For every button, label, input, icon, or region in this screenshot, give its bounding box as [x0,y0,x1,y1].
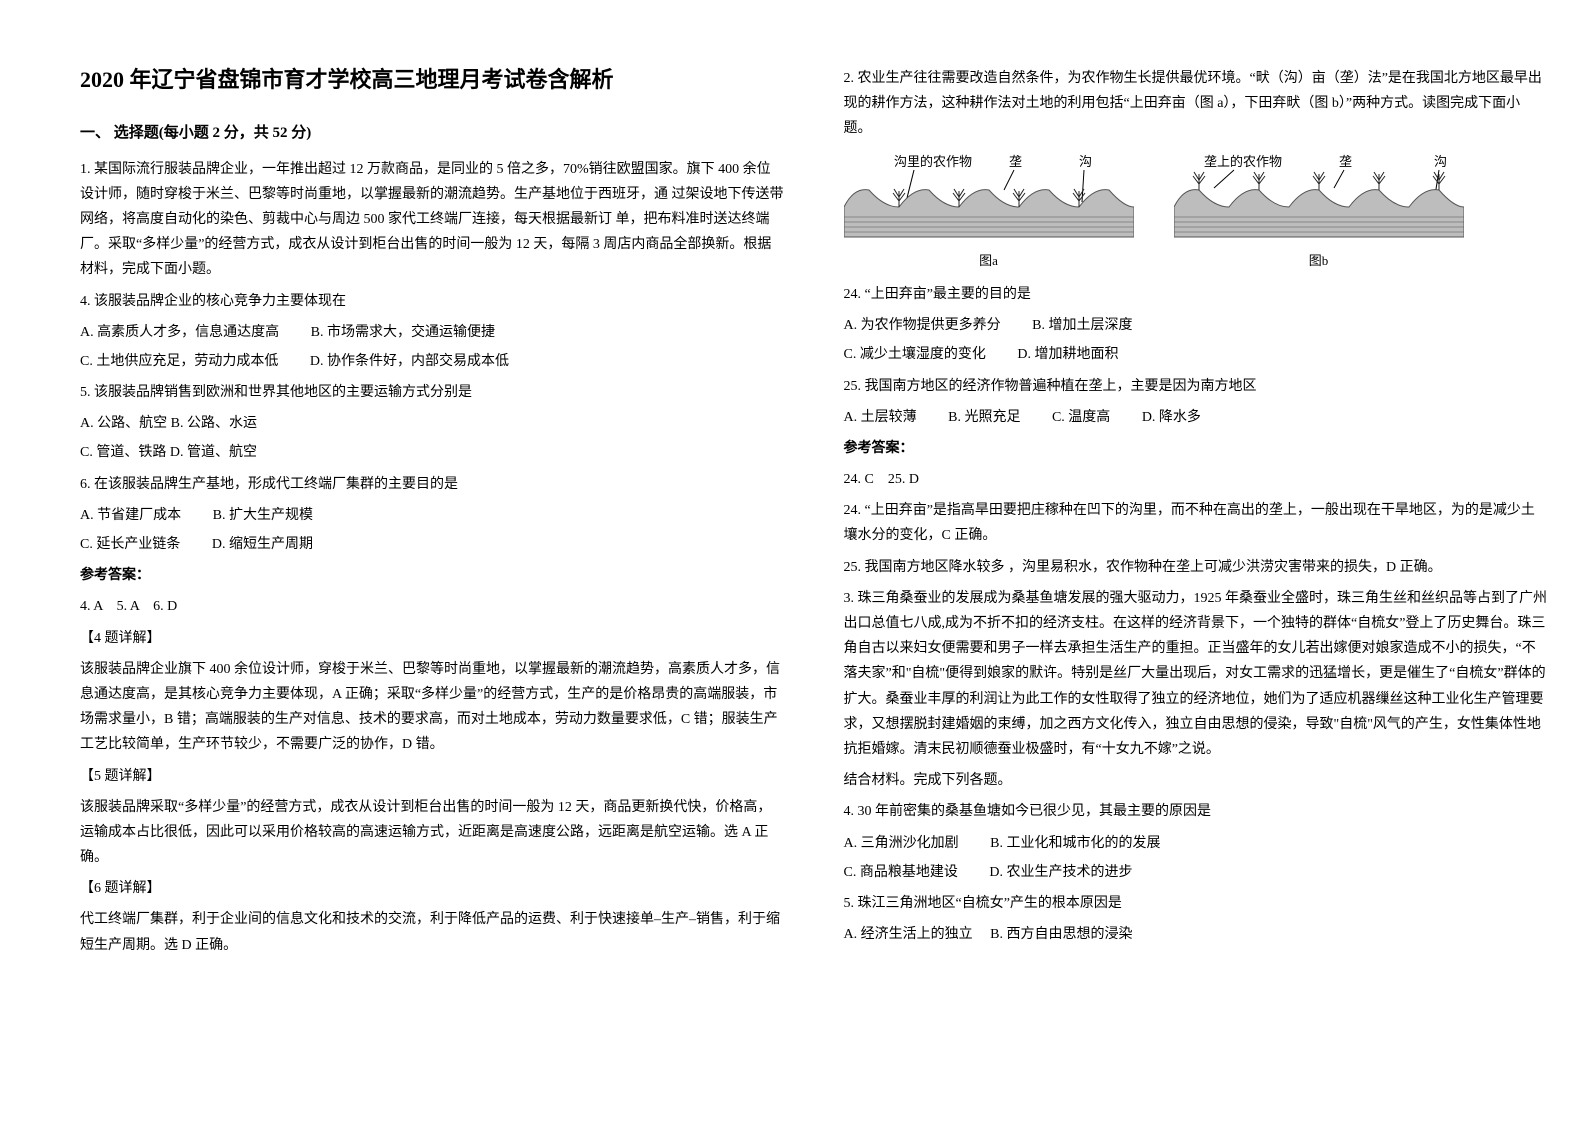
q5-options-row2: C. 管道、铁路 D. 管道、航空 [80,440,784,465]
detail25-text: 25. 我国南方地区降水较多 ，沟里易积水，农作物种在垄上可减少洪涝灾害带来的损… [844,555,1548,580]
q3-4-opt-b: B. 工业化和城市化的的发展 [990,836,1160,851]
q6-opt-a: A. 节省建厂成本 [80,508,181,523]
q24-options-row2: C. 减少土壤湿度的变化 D. 增加耕地面积 [844,342,1548,367]
q1-intro: 1. 某国际流行服装品牌企业，一年推出超过 12 万款商品，是同业的 5 倍之多… [80,157,784,283]
q4-opt-c: C. 土地供应充足，劳动力成本低 [80,354,278,369]
q5-options-row1: A. 公路、航空 B. 公路、水运 [80,411,784,436]
q2-intro: 2. 农业生产往往需要改造自然条件，为农作物生长提供最优环境。“畎（沟）亩（垄）… [844,66,1548,142]
q24-opt-c: C. 减少土壤湿度的变化 [844,347,986,362]
figure-b-caption: 图b [1174,249,1464,272]
answer-456: 4. A 5. A 6. D [80,594,784,619]
answer-heading-2: 参考答案： [844,436,1548,461]
q24-opt-a: A. 为农作物提供更多养分 [844,318,1001,333]
detail4-heading: 【4 题详解】 [80,626,784,651]
q6-options-row1: A. 节省建厂成本 B. 扩大生产规模 [80,503,784,528]
q4-options-row1: A. 高素质人才多，信息通达度高 B. 市场需求大，交通运输便捷 [80,320,784,345]
answer-heading-1: 参考答案： [80,563,784,588]
q3-4-options-row2: C. 商品粮基地建设 D. 农业生产技术的进步 [844,860,1548,885]
q3-4-stem: 4. 30 年前密集的桑基鱼塘如今已很少见，其最主要的原因是 [844,799,1548,824]
q4-opt-b: B. 市场需求大，交通运输便捷 [311,325,495,340]
q6-options-row2: C. 延长产业链条 D. 缩短生产周期 [80,532,784,557]
q3-intro: 3. 珠三角桑蚕业的发展成为桑基鱼塘发展的强大驱动力，1925 年桑蚕业全盛时，… [844,586,1548,762]
detail5-heading: 【5 题详解】 [80,764,784,789]
answer-2425: 24. C 25. D [844,467,1548,492]
q3-4-opt-d: D. 农业生产技术的进步 [989,865,1132,880]
q3-5-stem: 5. 珠江三角洲地区“自梳女”产生的根本原因是 [844,891,1548,916]
q24-stem: 24. “上田弃亩”最主要的目的是 [844,282,1548,307]
fig-b-label-longcrop: 垄上的农作物 [1204,154,1282,169]
figure-a-caption: 图a [844,249,1134,272]
q25-options: A. 土层较薄 B. 光照充足 C. 温度高 D. 降水多 [844,405,1548,430]
q24-opt-b: B. 增加土层深度 [1032,318,1132,333]
q3-prompt: 结合材料。完成下列各题。 [844,768,1548,793]
detail6-heading: 【6 题详解】 [80,876,784,901]
detail6-text: 代工终端厂集群，利于企业间的信息文化和技术的交流，利于降低产品的运费、利于快速接… [80,907,784,957]
figure-b-svg: 垄上的农作物 垄 沟 [1174,152,1464,247]
q3-5-opt-a: A. 经济生活上的独立 [844,927,973,942]
q25-opt-a: A. 土层较薄 [844,410,917,425]
q6-opt-d: D. 缩短生产周期 [212,537,313,552]
q4-options-row2: C. 土地供应充足，劳动力成本低 D. 协作条件好，内部交易成本低 [80,349,784,374]
q5-opt-b: B. 公路、水运 [171,416,257,431]
q25-opt-c: C. 温度高 [1052,410,1110,425]
fig-a-label-gou2: 沟 [1079,154,1092,169]
figure-a: 沟里的农作物 垄 沟 [844,152,1134,272]
detail4-text: 该服装品牌企业旗下 400 余位设计师，穿梭于米兰、巴黎等时尚重地，以掌握最新的… [80,657,784,758]
section-heading-1: 一、 选择题(每小题 2 分，共 52 分) [80,120,784,147]
q5-opt-d: D. 管道、航空 [170,445,257,460]
page-title: 2020 年辽宁省盘锦市育才学校高三地理月考试卷含解析 [80,60,784,100]
q25-opt-d: D. 降水多 [1142,410,1201,425]
q6-opt-c: C. 延长产业链条 [80,537,180,552]
fig-a-label-long: 垄 [1009,154,1022,169]
q25-opt-b: B. 光照充足 [948,410,1020,425]
detail24-text: 24. “上田弃亩”是指高旱田要把庄稼种在凹下的沟里，而不种在高出的垄上，一般出… [844,498,1548,548]
figure-b: 垄上的农作物 垄 沟 [1174,152,1464,272]
figure-ab: 沟里的农作物 垄 沟 [844,152,1464,272]
q5-opt-c: C. 管道、铁路 [80,445,166,460]
q24-options-row1: A. 为农作物提供更多养分 B. 增加土层深度 [844,313,1548,338]
detail5-text: 该服装品牌采取“多样少量”的经营方式，成衣从设计到柜台出售的时间一般为 12 天… [80,795,784,871]
right-column: 2. 农业生产往往需要改造自然条件，为农作物生长提供最优环境。“畎（沟）亩（垄）… [814,60,1548,1082]
q3-5-options-row1: A. 经济生活上的独立 B. 西方自由思想的浸染 [844,922,1548,947]
fig-b-label-long: 垄 [1339,154,1352,169]
q4-opt-a: A. 高素质人才多，信息通达度高 [80,325,279,340]
q4-opt-d: D. 协作条件好，内部交易成本低 [310,354,509,369]
q4-stem: 4. 该服装品牌企业的核心竞争力主要体现在 [80,289,784,314]
fig-a-label-gou: 沟里的农作物 [894,154,972,169]
q6-stem: 6. 在该服装品牌生产基地，形成代工终端厂集群的主要目的是 [80,472,784,497]
q24-opt-d: D. 增加耕地面积 [1017,347,1118,362]
q3-4-opt-a: A. 三角洲沙化加剧 [844,836,959,851]
exam-page: 2020 年辽宁省盘锦市育才学校高三地理月考试卷含解析 一、 选择题(每小题 2… [0,0,1587,1122]
q5-opt-a: A. 公路、航空 [80,416,167,431]
q3-4-options-row1: A. 三角洲沙化加剧 B. 工业化和城市化的的发展 [844,831,1548,856]
left-column: 2020 年辽宁省盘锦市育才学校高三地理月考试卷含解析 一、 选择题(每小题 2… [80,60,814,1082]
fig-b-label-gou: 沟 [1434,154,1447,169]
q3-5-opt-b: B. 西方自由思想的浸染 [990,927,1132,942]
q5-stem: 5. 该服装品牌销售到欧洲和世界其他地区的主要运输方式分别是 [80,380,784,405]
q3-4-opt-c: C. 商品粮基地建设 [844,865,958,880]
q25-stem: 25. 我国南方地区的经济作物普遍种植在垄上，主要是因为南方地区 [844,374,1548,399]
figure-a-svg: 沟里的农作物 垄 沟 [844,152,1134,247]
q6-opt-b: B. 扩大生产规模 [213,508,313,523]
